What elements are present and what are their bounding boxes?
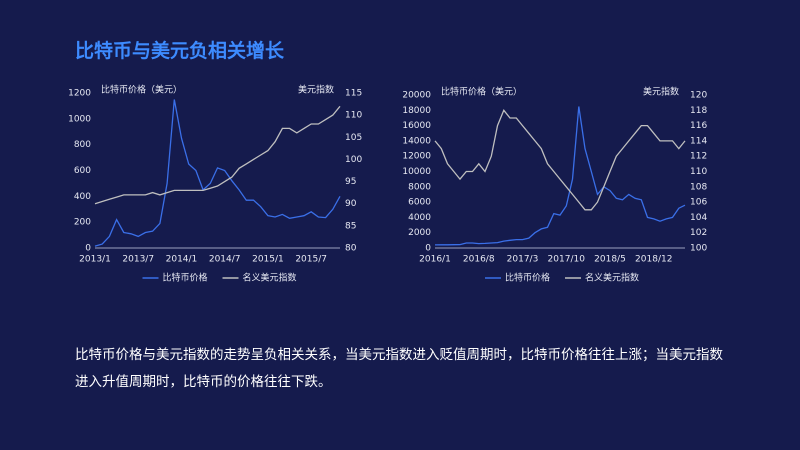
y2-axis-label: 美元指数 xyxy=(643,86,679,98)
y-tick-label: 18000 xyxy=(402,106,431,116)
y-tick-label: 600 xyxy=(74,166,91,176)
x-tick-label: 2013/7 xyxy=(122,255,154,265)
x-tick-label: 2013/1 xyxy=(79,255,111,265)
y2-axis-label: 美元指数 xyxy=(298,84,334,96)
y-tick-label: 800 xyxy=(74,140,91,150)
x-tick-label: 2014/7 xyxy=(209,255,241,265)
y2-tick-label: 90 xyxy=(345,199,357,209)
y-tick-label: 20000 xyxy=(402,91,431,101)
y2-tick-label: 105 xyxy=(345,133,362,143)
y2-tick-label: 80 xyxy=(345,244,357,254)
y-tick-label: 0 xyxy=(85,244,91,254)
y-axis-label: 比特币价格（美元） xyxy=(101,84,182,96)
y2-tick-label: 106 xyxy=(690,198,707,208)
body-text: 比特币价格与美元指数的走势呈负相关关系，当美元指数进入贬值周期时，比特币价格往往… xyxy=(75,347,723,390)
x-tick-label: 2017/10 xyxy=(548,255,586,265)
y-tick-label: 200 xyxy=(74,218,91,228)
y2-tick-label: 116 xyxy=(690,121,707,131)
y2-tick-label: 95 xyxy=(345,177,356,187)
y2-tick-label: 100 xyxy=(690,244,707,254)
data-line xyxy=(94,99,341,247)
y-tick-label: 8000 xyxy=(408,182,431,192)
x-tick-label: 2015/7 xyxy=(295,255,327,265)
legend-label: 名义美元指数 xyxy=(243,272,297,284)
x-tick-label: 2015/1 xyxy=(252,255,284,265)
x-tick-label: 2016/8 xyxy=(463,255,495,265)
slide-title: 比特币与美元负相关增长 xyxy=(75,40,285,62)
legend-label: 比特币价格 xyxy=(163,272,208,284)
data-line xyxy=(434,106,686,246)
y2-tick-label: 104 xyxy=(690,213,707,223)
y-tick-label: 4000 xyxy=(408,213,431,223)
y2-tick-label: 118 xyxy=(690,106,707,116)
y-tick-label: 1000 xyxy=(68,114,91,124)
x-tick-label: 2016/1 xyxy=(419,255,451,265)
y2-tick-label: 108 xyxy=(690,182,707,192)
y-tick-label: 16000 xyxy=(402,121,431,131)
y2-tick-label: 110 xyxy=(345,111,362,121)
x-tick-label: 2017/3 xyxy=(507,255,539,265)
y2-tick-label: 115 xyxy=(345,89,362,99)
y-axis-label: 比特币价格（美元） xyxy=(441,86,522,98)
data-line xyxy=(94,105,341,205)
x-tick-label: 2018/12 xyxy=(635,255,672,265)
x-tick-label: 2018/5 xyxy=(594,255,626,265)
x-tick-label: 2014/1 xyxy=(166,255,198,265)
y2-tick-label: 120 xyxy=(690,91,707,101)
y-tick-label: 6000 xyxy=(408,198,431,208)
y-tick-label: 2000 xyxy=(408,228,431,238)
y-tick-label: 0 xyxy=(425,244,431,254)
y-tick-label: 400 xyxy=(74,192,91,202)
y2-tick-label: 112 xyxy=(690,152,707,162)
y-tick-label: 12000 xyxy=(402,152,431,162)
y2-tick-label: 114 xyxy=(690,136,707,146)
y2-tick-label: 100 xyxy=(345,155,362,165)
y2-tick-label: 85 xyxy=(345,221,356,231)
y-tick-label: 1200 xyxy=(68,89,91,99)
y2-tick-label: 110 xyxy=(690,167,707,177)
y2-tick-label: 102 xyxy=(690,228,707,238)
data-line xyxy=(434,109,686,211)
legend-label: 名义美元指数 xyxy=(585,272,639,284)
y-tick-label: 10000 xyxy=(402,167,431,177)
legend-label: 比特币价格 xyxy=(505,272,550,284)
y-tick-label: 14000 xyxy=(402,136,431,146)
